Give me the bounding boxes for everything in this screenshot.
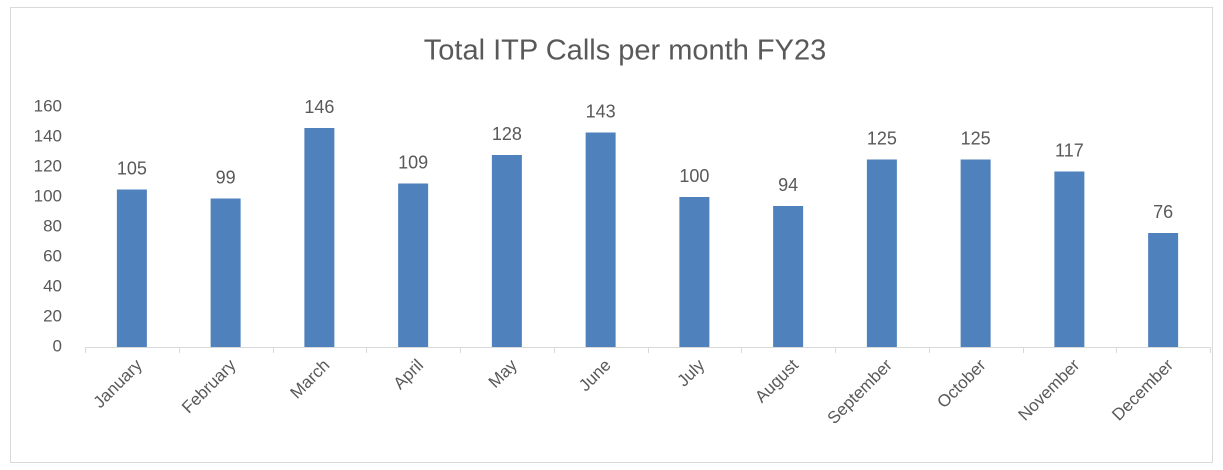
bar bbox=[773, 206, 804, 347]
y-tick-label: 60 bbox=[43, 246, 62, 265]
bar bbox=[491, 155, 522, 347]
bar bbox=[1148, 233, 1179, 347]
bar bbox=[585, 132, 616, 347]
data-label: 99 bbox=[216, 167, 236, 187]
y-tick-label: 20 bbox=[43, 306, 62, 325]
bar bbox=[210, 198, 241, 347]
data-label: 76 bbox=[1153, 202, 1173, 222]
y-tick-label: 80 bbox=[43, 216, 62, 235]
bar bbox=[1054, 171, 1085, 347]
chart-title: Total ITP Calls per month FY23 bbox=[424, 35, 826, 67]
y-tick-label: 40 bbox=[43, 276, 62, 295]
data-label: 143 bbox=[586, 101, 616, 121]
data-label: 94 bbox=[778, 175, 798, 195]
y-tick-label: 100 bbox=[34, 186, 62, 205]
y-tick-label: 140 bbox=[34, 126, 62, 145]
y-tick-label: 120 bbox=[34, 156, 62, 175]
data-label: 109 bbox=[398, 152, 428, 172]
data-label: 125 bbox=[961, 128, 991, 148]
bar bbox=[679, 197, 710, 347]
data-label: 128 bbox=[492, 124, 522, 144]
data-label: 100 bbox=[679, 166, 709, 186]
data-label: 125 bbox=[867, 128, 897, 148]
y-tick-label: 160 bbox=[34, 96, 62, 115]
bar bbox=[866, 159, 897, 347]
bar bbox=[398, 183, 429, 347]
data-label: 105 bbox=[117, 158, 147, 178]
bar bbox=[304, 128, 335, 347]
bar bbox=[116, 189, 147, 347]
y-tick-label: 0 bbox=[53, 336, 62, 355]
bar bbox=[960, 159, 991, 347]
data-label: 146 bbox=[304, 97, 334, 117]
data-label: 117 bbox=[1055, 140, 1084, 160]
